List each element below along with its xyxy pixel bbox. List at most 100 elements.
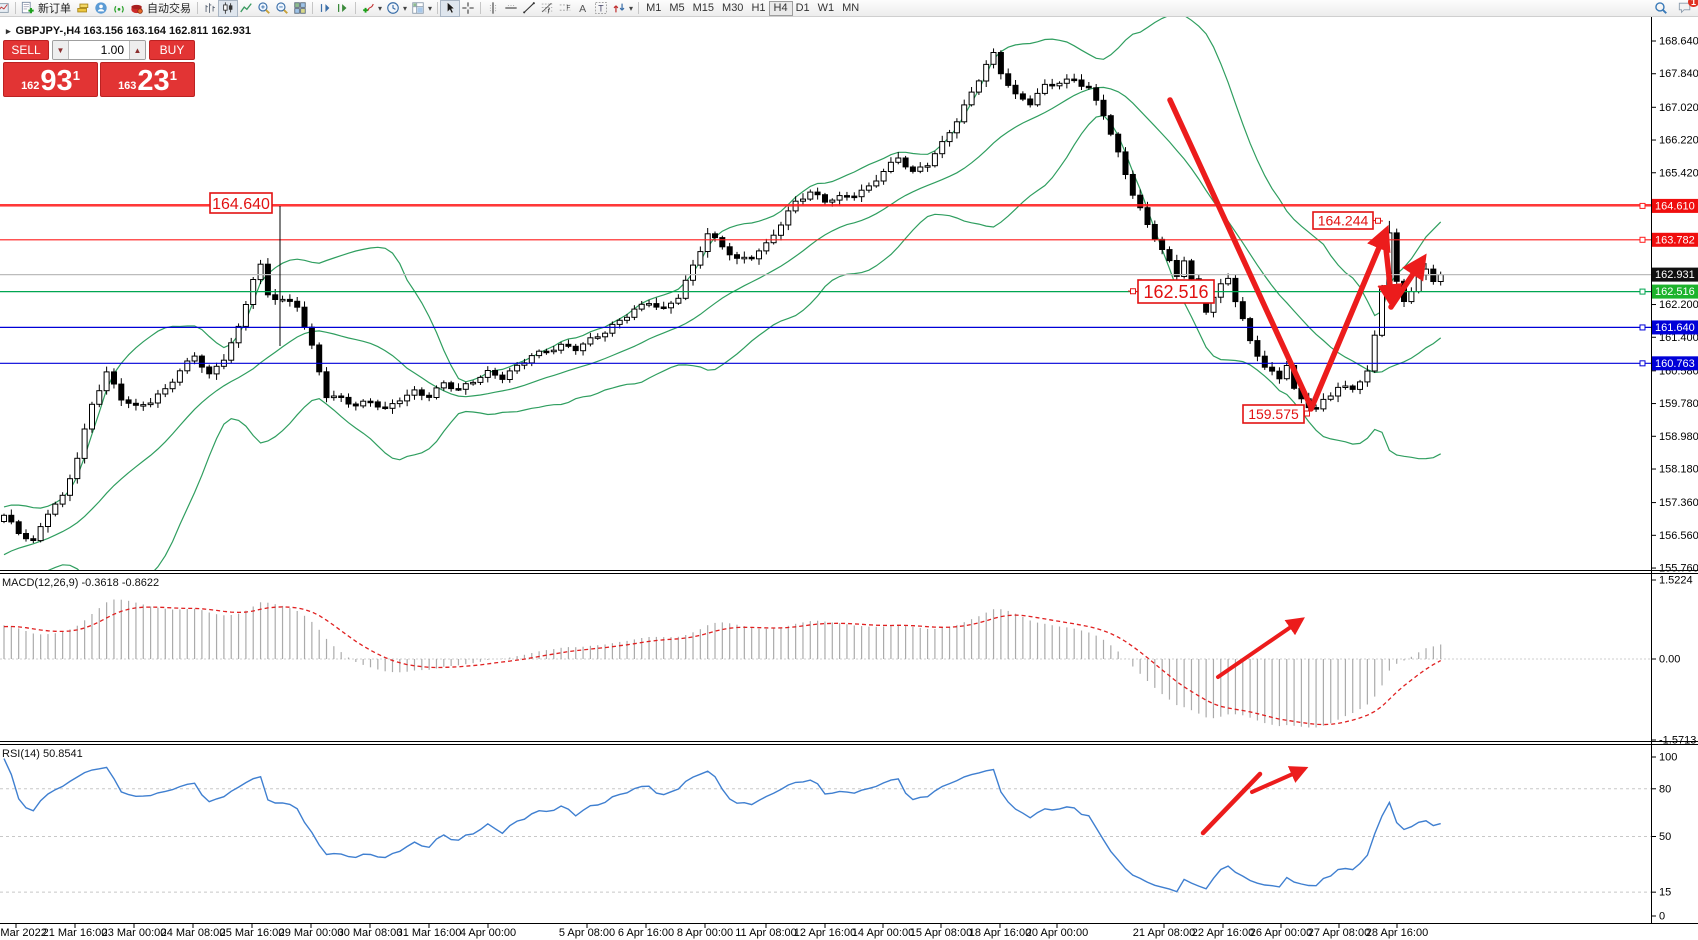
svg-text:50: 50 xyxy=(1659,831,1671,843)
timeframe-button-d1[interactable]: D1 xyxy=(795,1,810,14)
trendline-icon xyxy=(523,2,535,14)
timeframe-button-m1[interactable]: M1 xyxy=(646,1,662,14)
timeframe-button-h1[interactable]: H1 xyxy=(751,1,766,14)
trend-arrow[interactable] xyxy=(1216,617,1305,679)
volume-input[interactable] xyxy=(69,41,129,59)
timeframe-button-m5[interactable]: M5 xyxy=(669,1,685,14)
svg-text:157.360: 157.360 xyxy=(1659,497,1698,509)
auto-scroll-icon xyxy=(338,4,347,12)
macd-histogram xyxy=(3,599,1442,728)
cursor-icon xyxy=(447,1,455,14)
level-handle[interactable] xyxy=(1639,288,1646,295)
svg-text:161.640: 161.640 xyxy=(1655,322,1695,334)
svg-text:167.020: 167.020 xyxy=(1659,102,1698,114)
cursor-button[interactable] xyxy=(440,0,461,17)
text-label-button[interactable]: T xyxy=(592,1,610,16)
new-order-button[interactable]: 新订单 xyxy=(19,1,74,16)
price-badge: 160.763 xyxy=(1652,356,1698,371)
chart-window-icon[interactable] xyxy=(0,1,12,16)
auto-trading-icon xyxy=(131,4,143,14)
trend-arrow[interactable] xyxy=(1377,237,1403,310)
line-chart-button[interactable] xyxy=(237,1,255,16)
price-label-box[interactable]: 164.640 xyxy=(209,192,273,214)
community-icon[interactable] xyxy=(92,1,110,16)
volume-decrease-button[interactable]: ▼ xyxy=(53,41,69,59)
toolbar-right-group: 1 xyxy=(1652,0,1698,16)
level-handle[interactable] xyxy=(1639,360,1646,367)
svg-text:15: 15 xyxy=(1659,887,1671,899)
shift-end-button[interactable] xyxy=(316,1,334,16)
svg-text:162.200: 162.200 xyxy=(1659,299,1698,311)
horizontal-level-lines[interactable] xyxy=(0,204,1651,364)
buy-button[interactable]: BUY xyxy=(149,40,195,60)
rsi-axis[interactable]: 100 80 50 15 0 xyxy=(1651,752,1677,923)
price-badge: 164.610 xyxy=(1652,198,1698,213)
auto-trading-button[interactable]: 自动交易 xyxy=(128,1,194,16)
trendline-button[interactable] xyxy=(520,1,538,16)
bar-chart-icon xyxy=(205,3,215,13)
notification-count-badge: 1 xyxy=(1687,0,1698,7)
svg-text:11 Apr 08:00: 11 Apr 08:00 xyxy=(735,927,797,939)
gold-icon[interactable] xyxy=(74,1,92,16)
price-badge: 163.782 xyxy=(1652,232,1698,247)
svg-text:165.420: 165.420 xyxy=(1659,167,1698,179)
tile-windows-button[interactable] xyxy=(291,1,309,16)
sell-button[interactable]: SELL xyxy=(3,40,49,60)
level-handle[interactable] xyxy=(1639,202,1646,209)
template-button[interactable]: ▾ xyxy=(409,1,434,16)
svg-text:164.610: 164.610 xyxy=(1655,200,1695,212)
zoom-out-button[interactable] xyxy=(273,1,291,16)
timeframe-button-m15[interactable]: M15 xyxy=(692,1,715,14)
bar-chart-button[interactable] xyxy=(201,1,219,16)
timeframe-button-h4[interactable]: H4 xyxy=(768,0,793,16)
annotations[interactable]: 164.640 164.244 162.516 159.575 xyxy=(209,97,1427,836)
indicators-button[interactable]: ▾ xyxy=(359,1,384,16)
signal-icon[interactable] xyxy=(110,1,128,16)
indicators-icon xyxy=(363,3,374,13)
text-button[interactable]: A xyxy=(574,1,592,16)
line-chart-icon xyxy=(240,3,252,13)
timeframe-button-mn[interactable]: MN xyxy=(842,1,860,14)
svg-text:24 Mar 08:00: 24 Mar 08:00 xyxy=(161,927,226,939)
trend-arrow[interactable] xyxy=(1308,224,1391,412)
vertical-line-button[interactable] xyxy=(484,1,502,16)
trend-arrow[interactable] xyxy=(1250,766,1309,794)
level-handle[interactable] xyxy=(1639,236,1646,243)
price-label-box[interactable]: 162.516 xyxy=(1127,279,1215,304)
svg-text:F: F xyxy=(566,4,570,11)
crosshair-button[interactable] xyxy=(459,1,477,16)
svg-text:159.575: 159.575 xyxy=(1248,406,1299,422)
zoom-in-button[interactable] xyxy=(255,1,273,16)
timeframe-button-w1[interactable]: W1 xyxy=(817,1,835,14)
buy-price-panel[interactable]: 163 23 1 xyxy=(100,62,195,97)
sell-price-panel[interactable]: 162 93 1 xyxy=(3,62,98,97)
channel-button[interactable]: F xyxy=(556,1,574,16)
auto-scroll-button[interactable] xyxy=(334,1,352,16)
trend-arrow[interactable] xyxy=(1167,97,1314,410)
trend-arrow[interactable] xyxy=(1388,253,1427,310)
price-label-box[interactable]: 159.575 xyxy=(1242,404,1311,424)
fibonacci-button[interactable]: f xyxy=(538,1,556,16)
zoom-out-icon xyxy=(276,2,288,14)
period-button[interactable]: ▾ xyxy=(384,1,409,16)
trend-arrow[interactable] xyxy=(1200,771,1263,836)
shift-end-icon xyxy=(320,4,330,12)
macd-pane xyxy=(0,599,1651,728)
macd-axis[interactable]: 1.5224 0.00 -1.5713 xyxy=(1651,575,1696,747)
crosshair-icon xyxy=(462,2,474,14)
arrows-button[interactable]: ▾ xyxy=(610,1,635,16)
timeframe-button-m30[interactable]: M30 xyxy=(722,1,744,14)
candlestick-chart-button[interactable] xyxy=(218,0,238,17)
notifications-button[interactable]: 1 xyxy=(1676,0,1698,16)
search-button[interactable] xyxy=(1652,1,1670,16)
price-axis[interactable]: 168.640 167.840 167.020 166.220 165.420 164.6… xyxy=(1651,36,1698,575)
svg-text:18 Apr 16:00: 18 Apr 16:00 xyxy=(969,927,1031,939)
svg-text:-1.5713: -1.5713 xyxy=(1659,735,1696,747)
level-handle[interactable] xyxy=(1639,324,1646,331)
macd-label: MACD(12,26,9) -0.3618 -0.8622 xyxy=(2,577,159,589)
price-label-box[interactable]: 164.244 xyxy=(1312,211,1384,230)
volume-increase-button[interactable]: ▲ xyxy=(129,41,145,59)
horizontal-line-button[interactable] xyxy=(502,1,520,16)
